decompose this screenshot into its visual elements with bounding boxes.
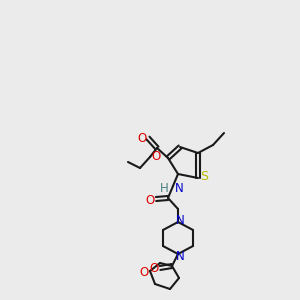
Text: O: O	[137, 133, 147, 146]
Text: N: N	[176, 250, 184, 262]
Text: O: O	[149, 262, 159, 275]
Text: O: O	[152, 149, 160, 163]
Text: O: O	[146, 194, 154, 206]
Text: N: N	[176, 214, 184, 226]
Text: H: H	[160, 182, 169, 194]
Text: N: N	[175, 182, 184, 194]
Text: O: O	[140, 266, 148, 278]
Text: S: S	[200, 170, 208, 184]
